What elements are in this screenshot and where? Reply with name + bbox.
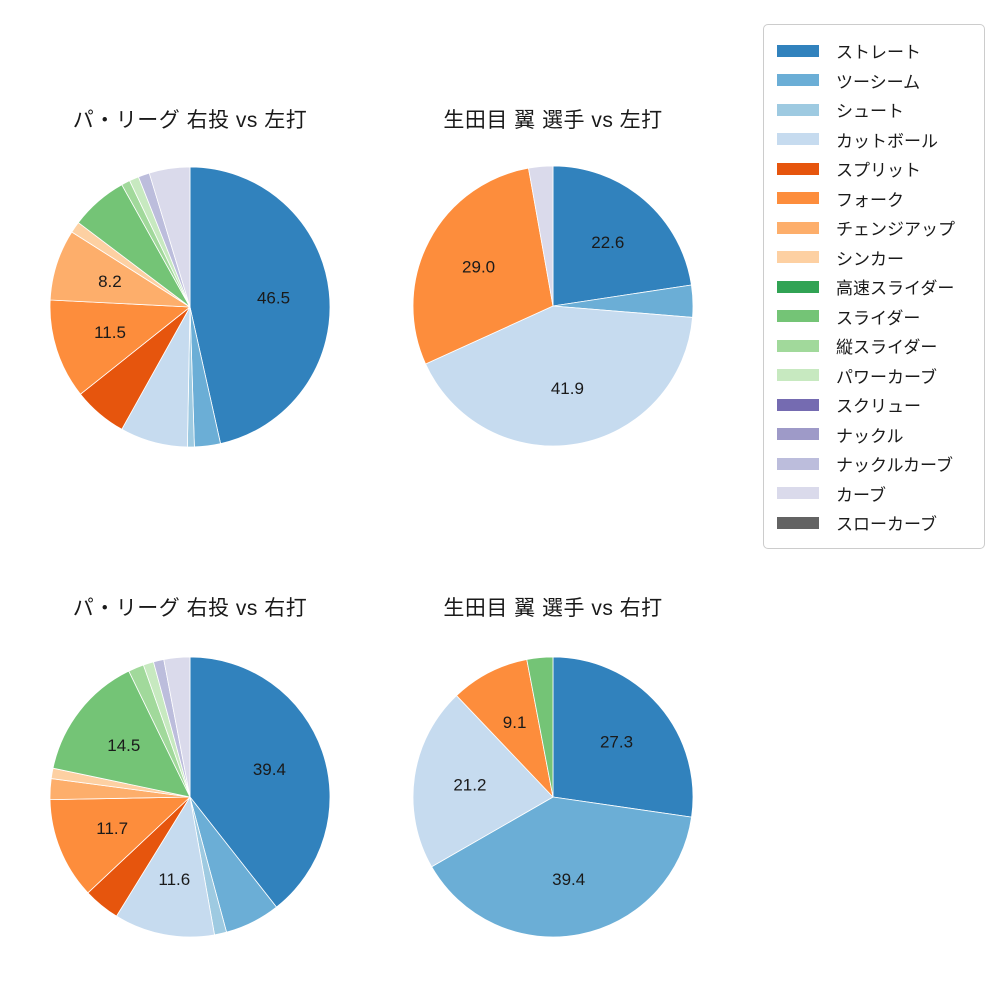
legend-item-チェンジアップ: チェンジアップ <box>777 213 984 242</box>
pie-slice-ストレート <box>189 166 331 445</box>
pie-percent-label: 21.2 <box>453 775 486 794</box>
legend-item-label: パワーカーブ <box>836 367 937 387</box>
legend-item-label: チェンジアップ <box>836 220 955 239</box>
legend-item-スクリュー: スクリュー <box>777 390 984 419</box>
pie-slice-ストレート <box>189 656 331 908</box>
pie-percent-label: 9.1 <box>503 713 527 732</box>
pie-title-namatame-vs-left: 生田目 翼 選手 vs 左打 <box>443 109 663 132</box>
legend-color-swatch <box>777 487 819 499</box>
legend-color-swatch <box>777 221 819 234</box>
legend-item-label: ツーシーム <box>836 72 921 92</box>
legend-color-swatch <box>777 280 819 293</box>
legend-item-ストレート: ストレート <box>777 36 984 65</box>
legend-color-swatch <box>777 103 819 116</box>
pie-slice-カーブ <box>163 656 191 798</box>
legend-color-swatch <box>777 251 819 263</box>
legend-color-swatch <box>777 162 819 175</box>
pie-percent-label: 11.7 <box>96 819 128 838</box>
legend-color-swatch <box>777 339 819 352</box>
pie-slice-フォーク <box>456 659 554 798</box>
legend-item-フォーク: フォーク <box>777 184 984 213</box>
legend-item-label: スクリュー <box>836 397 921 416</box>
pie-chart-pa-league-vs-right: 39.4 11.6 11.7 14.5 <box>49 656 331 938</box>
pie-chart-namatame-vs-left: 22.6 41.9 29.0 <box>412 165 694 447</box>
pie-slice-フォーク <box>49 796 191 894</box>
pie-chart-namatame-vs-right: 27.3 39.4 21.2 9.1 <box>412 656 694 938</box>
pie-title-pa-league-vs-right: パ・リーグ 右投 vs 右打 <box>72 597 308 620</box>
legend-item-label: 高速スライダー <box>836 279 955 298</box>
pie-percent-label: 46.5 <box>257 288 290 307</box>
pitch-type-legend: ストレートツーシームシュートカットボール スプリットフォークチェンジアップ シンカー… <box>763 24 985 549</box>
pie-slice-ストレート <box>552 165 692 307</box>
legend-item-ナックルカーブ: ナックルカーブ <box>777 449 984 478</box>
legend-color-swatch <box>777 428 819 440</box>
pie-percent-label: 27.3 <box>600 733 633 752</box>
pie-slice-フォーク <box>412 167 554 365</box>
legend-color-swatch <box>777 369 819 381</box>
legend-color-swatch <box>777 44 819 57</box>
legend-item-label: スプリット <box>836 161 921 180</box>
pie-slice-フォーク <box>49 299 191 395</box>
legend-item-シュート: シュート <box>777 95 984 124</box>
legend-item-label: シンカー <box>836 249 904 269</box>
legend-item-高速スライダー: 高速スライダー <box>777 272 984 301</box>
pie-title-namatame-vs-right: 生田目 翼 選手 vs 右打 <box>443 597 663 620</box>
legend-item-label: フォーク <box>836 190 904 210</box>
pie-percent-label: 8.2 <box>98 272 122 291</box>
legend-item-スプリット: スプリット <box>777 154 984 183</box>
pie-percent-label: 29.0 <box>462 257 495 276</box>
pie-percent-label: 41.9 <box>551 379 584 398</box>
legend-color-swatch <box>777 398 819 411</box>
pie-percent-label: 14.5 <box>107 736 140 755</box>
pie-slice-ストレート <box>552 656 694 818</box>
legend-item-縦スライダー: 縦スライダー <box>777 331 984 360</box>
pie-percent-label: 39.4 <box>253 760 286 779</box>
legend-item-パワーカーブ: パワーカーブ <box>777 361 984 390</box>
pie-slice-ツーシーム <box>431 796 692 938</box>
pie-title-pa-league-vs-left: パ・リーグ 右投 vs 左打 <box>72 109 308 132</box>
legend-item-スローカーブ: スローカーブ <box>777 508 984 537</box>
legend-item-label: ナックル <box>836 426 904 446</box>
legend-color-swatch <box>777 516 819 529</box>
pie-slice-スライダー <box>526 656 554 798</box>
legend-item-label: カットボール <box>836 131 938 151</box>
legend-item-カーブ: カーブ <box>777 479 984 508</box>
legend-item-label: スライダー <box>836 308 921 328</box>
pie-slice-スライダー <box>52 670 191 798</box>
legend-item-シンカー: シンカー <box>777 243 984 272</box>
legend-item-label: シュート <box>836 102 904 121</box>
pie-percent-label: 11.6 <box>158 870 190 889</box>
legend-item-label: カーブ <box>836 485 886 505</box>
legend-item-label: ストレート <box>836 43 921 62</box>
pie-slice-カットボール <box>425 305 693 447</box>
pie-slice-カットボール <box>412 695 554 868</box>
legend-item-label: 縦スライダー <box>836 338 938 357</box>
legend-color-swatch <box>777 133 819 145</box>
legend-item-カットボール: カットボール <box>777 125 984 154</box>
pie-chart-pa-league-vs-left: 46.5 11.5 8.2 <box>49 166 331 448</box>
legend-item-ツーシーム: ツーシーム <box>777 66 984 95</box>
legend-item-label: ナックルカーブ <box>836 456 953 475</box>
legend-color-swatch <box>777 74 819 86</box>
pie-slice-カーブ <box>148 166 191 308</box>
legend-item-ナックル: ナックル <box>777 420 984 449</box>
pie-slice-カーブ <box>528 165 554 307</box>
pie-percent-label: 39.4 <box>552 870 585 889</box>
legend-color-swatch <box>777 310 819 322</box>
legend-item-label: スローカーブ <box>836 515 937 534</box>
pie-slice-カットボール <box>116 796 215 938</box>
legend-item-スライダー: スライダー <box>777 302 984 331</box>
legend-color-swatch <box>777 457 819 470</box>
pie-percent-label: 22.6 <box>591 233 624 252</box>
pie-percent-label: 11.5 <box>94 323 126 342</box>
legend-color-swatch <box>777 192 819 204</box>
